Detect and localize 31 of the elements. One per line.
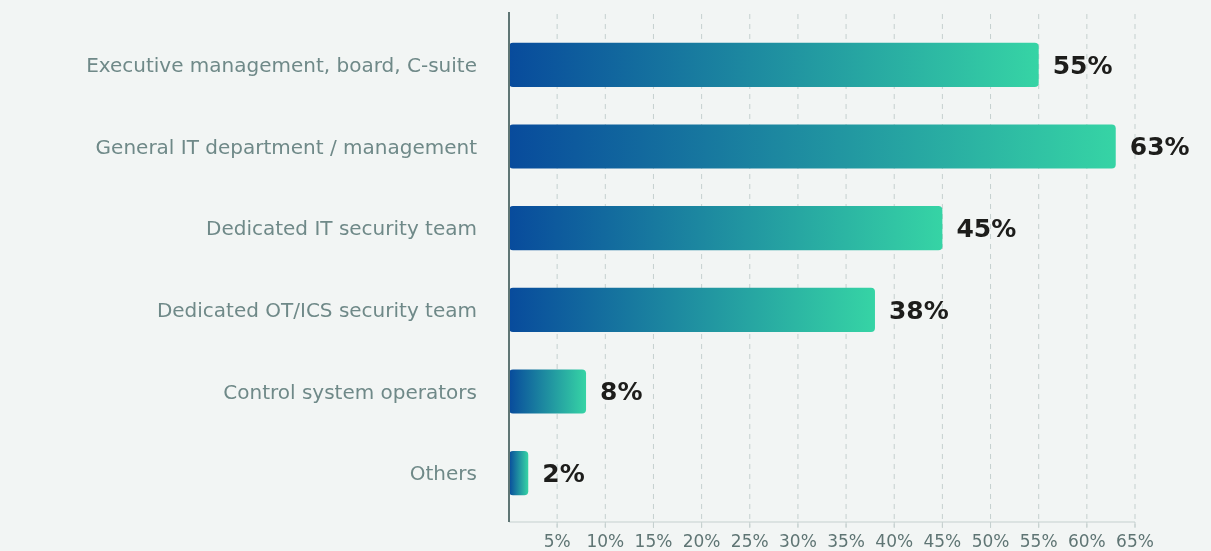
y-tick-label: Control system operators [223,379,477,404]
x-tick-label: 10% [586,531,625,551]
x-tick-label: 30% [779,531,817,551]
data-label: 8% [600,377,643,407]
bar [509,124,1116,169]
y-tick-label: Executive management, board, C-suite [86,52,477,77]
y-tick-label: Others [409,461,477,486]
bar [509,206,943,251]
data-label: 2% [542,458,585,488]
x-tick-label: 60% [1067,531,1106,551]
bar [509,42,1039,87]
data-label: 38% [888,295,949,325]
x-tick-label: 40% [875,531,914,551]
y-tick-label: Dedicated IT security team [206,216,477,241]
x-tick-label: 55% [1019,531,1058,551]
data-label: 63% [1129,132,1190,162]
y-tick-label: Dedicated OT/ICS security team [156,297,477,322]
x-tick-label: 45% [923,531,962,551]
x-tick-label: 20% [682,531,721,551]
bar [509,451,529,496]
x-tick-label: 65% [1116,531,1154,551]
x-tick-label: 15% [634,531,673,551]
data-label: 45% [956,213,1017,243]
y-tick-label: General IT department / management [95,134,478,159]
x-tick-label: 5% [543,531,571,551]
data-label: 55% [1052,50,1113,80]
x-tick-label: 35% [827,531,865,551]
bar [509,369,587,414]
bar [509,287,875,332]
x-tick-label: 25% [730,531,769,551]
x-tick-label: 50% [971,531,1010,551]
